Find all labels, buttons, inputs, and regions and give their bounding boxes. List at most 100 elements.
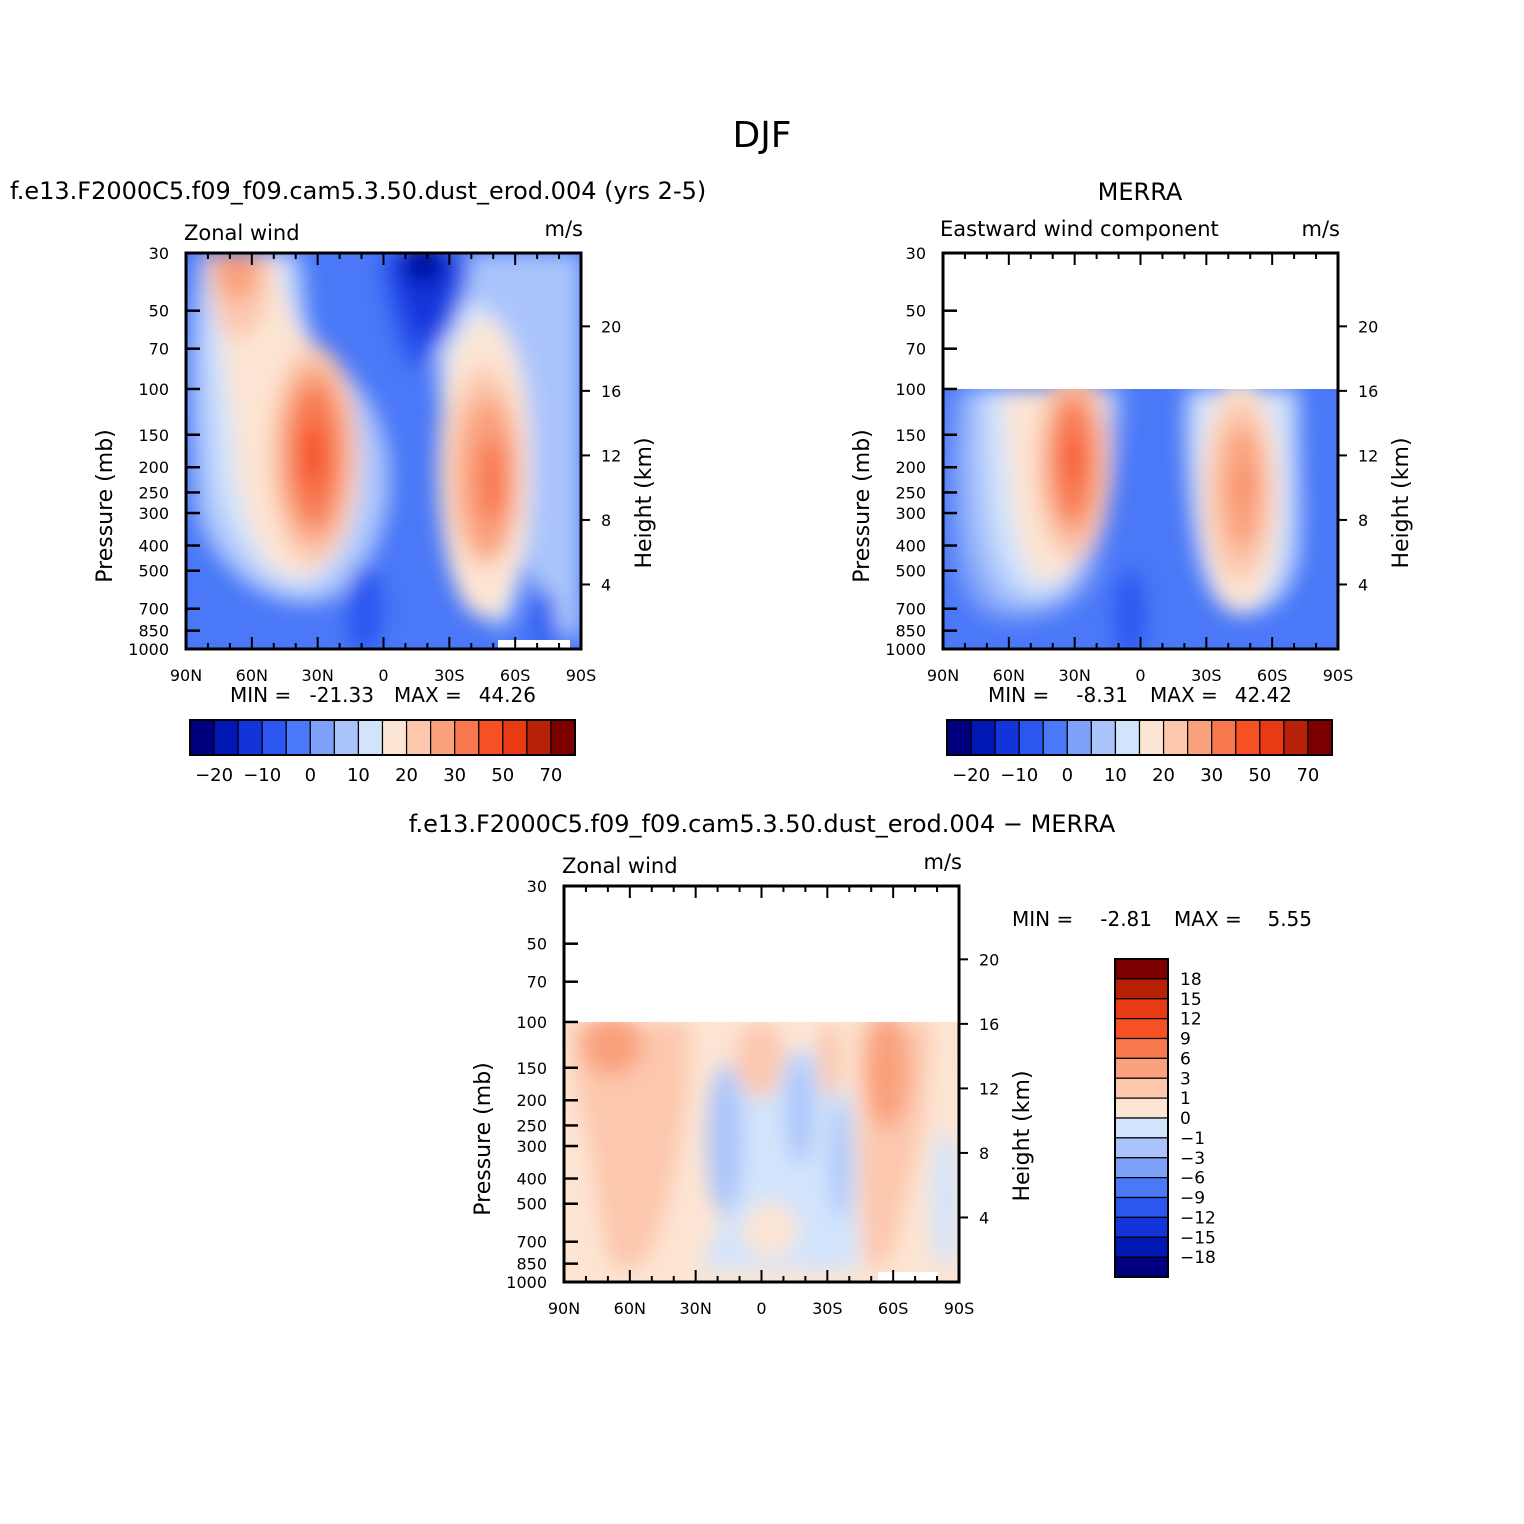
- panel-merra-max-label: MAX =: [1150, 683, 1218, 707]
- height-axis-title: Height (km): [632, 437, 657, 568]
- height-axis-title: Height (km): [1010, 1070, 1035, 1201]
- pressure-tick-label: 1000: [128, 640, 169, 659]
- lat-tick-label: 30N: [1059, 666, 1091, 685]
- pressure-tick-label: 400: [895, 537, 926, 556]
- pressure-tick-label: 250: [138, 483, 169, 502]
- colorbar-frame: [189, 719, 576, 756]
- colorbar-tick-label: −12: [1180, 1208, 1216, 1228]
- panel-diff-max-value: 5.55: [1267, 907, 1312, 931]
- colorbar-swatch: [1259, 719, 1285, 756]
- colorbar-tick-label: 70: [1296, 765, 1319, 786]
- height-tick-label: 4: [1358, 575, 1368, 594]
- pressure-tick-label: 70: [906, 340, 926, 359]
- panel-model-max-label: MAX =: [394, 683, 462, 707]
- colorbar-tick-label: 20: [1152, 765, 1175, 786]
- lat-tick-label: 30S: [434, 666, 465, 685]
- colorbar-tick-label: −20: [195, 765, 233, 786]
- colorbar-swatch: [1283, 719, 1309, 756]
- panel-model-min-value: -21.33: [310, 683, 374, 707]
- colorbar-tick-label: −1: [1180, 1129, 1205, 1149]
- pressure-tick-label: 70: [149, 340, 169, 359]
- colorbar-tick-label: −10: [243, 765, 281, 786]
- colorbar-tick-label: 20: [395, 765, 418, 786]
- lat-tick-label: 60S: [500, 666, 531, 685]
- colorbar-swatch: [405, 719, 432, 756]
- panel-diff-min-label: MIN =: [1012, 907, 1073, 931]
- colorbar-swatch: [1114, 1137, 1169, 1159]
- colorbar-tick-label: −9: [1180, 1189, 1205, 1209]
- colorbar-swatch: [1114, 1037, 1169, 1059]
- panel-merra-max-value: 42.42: [1235, 683, 1292, 707]
- pressure-tick-label: 300: [516, 1137, 547, 1156]
- pressure-tick-label: 50: [906, 302, 926, 321]
- pressure-tick-label: 850: [895, 622, 926, 641]
- colorbar-tick-label: 30: [1200, 765, 1223, 786]
- colorbar-swatch: [1018, 719, 1044, 756]
- height-tick-label: 16: [1358, 382, 1378, 401]
- colorbar-swatch: [526, 719, 552, 756]
- colorbar-swatch: [1114, 1236, 1169, 1258]
- colorbar-tick-label: 18: [1180, 970, 1202, 990]
- colorbar-swatch: [1114, 958, 1169, 980]
- colorbar-swatch: [478, 719, 504, 756]
- colorbar-tick-label: 10: [347, 765, 370, 786]
- colorbar-swatch: [1114, 1256, 1169, 1278]
- height-tick-label: 20: [1358, 317, 1378, 336]
- height-tick-label: 4: [979, 1208, 989, 1227]
- lat-tick-label: 0: [1135, 666, 1145, 685]
- height-tick-label: 4: [601, 575, 611, 594]
- colorbar-tick-label: 70: [539, 765, 562, 786]
- colorbar-swatch: [1114, 1196, 1169, 1218]
- colorbar-swatch: [381, 719, 408, 756]
- colorbar-tick-label: 9: [1180, 1030, 1191, 1050]
- colorbar-swatch: [1114, 1018, 1169, 1040]
- height-tick-label: 12: [979, 1079, 999, 1098]
- height-tick-label: 8: [601, 511, 611, 530]
- panel-model-max-value: 44.26: [479, 683, 536, 707]
- pressure-tick-label: 70: [527, 973, 547, 992]
- pressure-axis-title: Pressure (mb): [471, 1062, 496, 1216]
- lat-tick-label: 90N: [170, 666, 202, 685]
- colorbar-tick-label: 10: [1104, 765, 1127, 786]
- colorbar-swatch: [1090, 719, 1117, 756]
- lat-tick-label: 30S: [812, 1299, 843, 1318]
- height-tick-label: 16: [601, 382, 621, 401]
- colorbar-swatch: [1066, 719, 1092, 756]
- pressure-tick-label: 150: [516, 1059, 547, 1078]
- panel-diff: f.e13.F2000C5.f09_f09.cam5.3.50.dust_ero…: [409, 810, 1312, 1318]
- lat-tick-label: 60N: [614, 1299, 646, 1318]
- colorbar-tick-label: 1: [1180, 1089, 1191, 1109]
- panel-model-units: m/s: [545, 217, 583, 241]
- panel-diff-min-value: -2.81: [1100, 907, 1152, 931]
- colorbar-tick-label: 0: [1180, 1109, 1191, 1129]
- panel-diff-max-label: MAX =: [1174, 907, 1242, 931]
- lat-tick-label: 30S: [1191, 666, 1222, 685]
- colorbar-swatch: [1114, 1057, 1169, 1079]
- height-tick-label: 16: [979, 1015, 999, 1034]
- colorbar-tick-label: 3: [1180, 1069, 1191, 1089]
- pressure-tick-label: 200: [138, 458, 169, 477]
- pressure-tick-label: 1000: [506, 1273, 547, 1292]
- colorbar-tick-label: 15: [1180, 990, 1202, 1010]
- height-tick-label: 12: [1358, 446, 1378, 465]
- colorbar-swatch: [970, 719, 996, 756]
- colorbar-swatch: [1114, 1097, 1169, 1119]
- pressure-tick-label: 50: [149, 302, 169, 321]
- pressure-tick-label: 50: [527, 935, 547, 954]
- lat-tick-label: 0: [378, 666, 388, 685]
- pressure-tick-label: 700: [516, 1233, 547, 1252]
- panel-diff-left-label: Zonal wind: [562, 854, 678, 878]
- colorbar-swatch: [1114, 998, 1169, 1020]
- height-tick-label: 8: [1358, 511, 1368, 530]
- pressure-tick-label: 500: [138, 562, 169, 581]
- pressure-tick-label: 150: [895, 426, 926, 445]
- colorbar-swatch: [1211, 719, 1237, 756]
- panel-merra-units: m/s: [1302, 217, 1340, 241]
- pressure-tick-label: 700: [138, 600, 169, 619]
- pressure-tick-label: 850: [516, 1255, 547, 1274]
- colorbar-swatch: [357, 719, 384, 756]
- panel-model: f.e13.F2000C5.f09_f09.cam5.3.50.dust_ero…: [10, 177, 706, 786]
- colorbar-swatch: [285, 719, 311, 756]
- lat-tick-label: 60N: [236, 666, 268, 685]
